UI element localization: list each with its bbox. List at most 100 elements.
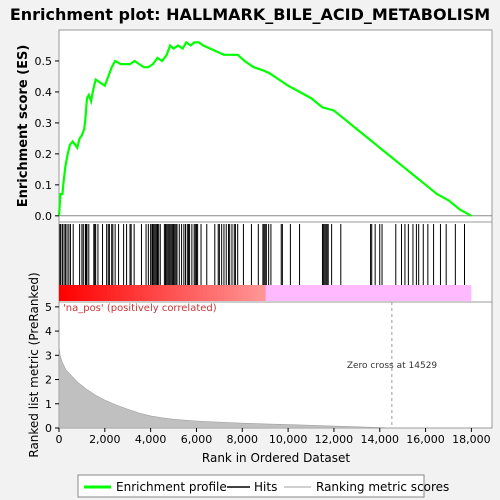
rank-gradient-segment — [141, 285, 146, 301]
x-tick-label: 14,000 — [360, 433, 399, 446]
rank-gradient-segment — [210, 285, 215, 301]
chart-title: Enrichment plot: HALLMARK_BILE_ACID_META… — [10, 5, 490, 24]
rank-gradient-segment — [151, 285, 156, 301]
es-y-tick-label: 0.5 — [35, 55, 53, 68]
rank-gradient-segment — [196, 285, 201, 301]
rank-gradient-segment — [165, 285, 170, 301]
legend-label-enrichment-profile: Enrichment profile — [116, 480, 227, 494]
enrichment-profile-line — [57, 40, 472, 217]
rank-gradient-segment — [199, 285, 204, 301]
rank-gradient-segment — [62, 285, 67, 301]
es-panel — [58, 29, 493, 223]
es-layer — [57, 40, 492, 217]
rank-gradient-segment — [217, 285, 222, 301]
legend-box — [77, 474, 425, 498]
rank-gradient-segment — [220, 285, 225, 301]
rank-gradient-segment — [248, 285, 252, 301]
rank-gradient-segment — [251, 285, 256, 301]
rank-gradient-segment — [227, 285, 232, 301]
rank-gradient-segment — [261, 285, 266, 301]
rank-gradient-segment — [179, 285, 184, 301]
metric-y-axis-label: Ranked list metric (PreRanked) — [27, 272, 41, 457]
x-axis-label: Rank in Ordered Dataset — [202, 451, 350, 465]
metric-y-tick-label: 0 — [45, 422, 52, 435]
rank-gradient-segment — [144, 285, 149, 301]
rank-gradient-segment — [155, 285, 160, 301]
rank-gradient-segment — [172, 285, 177, 301]
rank-gradient-segment — [131, 285, 136, 301]
rank-gradient-segment — [113, 285, 118, 301]
x-tick-label: 2,000 — [89, 433, 121, 446]
x-tick-label: 10,000 — [269, 433, 308, 446]
rank-gradient-segment — [234, 285, 239, 301]
rank-gradient-segment — [186, 285, 191, 301]
rank-gradient-segment — [72, 285, 77, 301]
rank-gradient-segment — [59, 285, 63, 301]
rank-gradient-segment — [237, 285, 242, 301]
rank-gradient-segment — [162, 285, 167, 301]
metric-y-tick-label: 2 — [45, 374, 52, 387]
x-tick-label: 4,000 — [135, 433, 167, 446]
es-y-tick-label: 0.0 — [35, 210, 53, 223]
rank-gradient-segment — [69, 285, 74, 301]
es-y-tick-label: 0.4 — [35, 86, 53, 99]
metric-y-tick-label: 4 — [45, 325, 52, 338]
rank-gradient-segment — [83, 285, 87, 301]
rank-gradient-segment — [158, 285, 163, 301]
rank-gradient-segment — [175, 285, 180, 301]
rank-gradient-segment — [244, 285, 249, 301]
rank-gradient-segment — [258, 285, 263, 301]
x-tick-label: 16,000 — [406, 433, 445, 446]
rank-gradient-segment — [230, 285, 235, 301]
rank-gradient-segment — [107, 285, 112, 301]
rank-gradient-segment — [213, 285, 218, 301]
rank-gradient-segment — [93, 285, 98, 301]
hits-layer — [59, 224, 472, 301]
rank-gradient-segment — [138, 285, 142, 301]
rank-gradient-segment — [168, 285, 173, 301]
rank-gradient-segment — [134, 285, 139, 301]
rank-gradient-segment — [96, 285, 101, 301]
es-y-axis-label: Enrichment score (ES) — [16, 45, 31, 208]
zero-cross-label: Zero cross at 14529 — [347, 361, 438, 371]
rank-gradient-segment — [189, 285, 194, 301]
x-tick-label: 0 — [56, 433, 63, 446]
rank-gradient-segment — [65, 285, 70, 301]
metric-y-tick-label: 5 — [45, 301, 52, 314]
rank-gradient-segment — [223, 285, 228, 301]
x-tick-label: 12,000 — [315, 433, 354, 446]
metric-y-tick-label: 1 — [45, 398, 52, 411]
rank-gradient-segment — [89, 285, 94, 301]
rank-gradient-segment — [100, 285, 105, 301]
rank-gradient-segment — [86, 285, 91, 301]
axes-layer: 0.0 0.1 0.2 0.3 0.4 0.5 0 1 2 3 4 5 0 2,000 4,000 6,000… — [35, 55, 491, 446]
metric-layer — [58, 302, 472, 429]
rank-gradient-segment — [148, 285, 153, 301]
ranking-metric-area — [58, 345, 472, 429]
rank-gradient-segment — [127, 285, 132, 301]
rank-gradient-segment — [103, 285, 108, 301]
x-tick-label: 8,000 — [227, 433, 259, 446]
rank-gradient-segment — [79, 285, 84, 301]
legend-label-hits: Hits — [254, 480, 277, 494]
rank-gradient-segment — [117, 285, 122, 301]
es-y-tick-label: 0.2 — [35, 148, 53, 161]
rank-gradient-segment — [254, 285, 259, 301]
metric-panel — [58, 301, 493, 429]
metric-y-tick-label: 3 — [45, 349, 52, 362]
positive-correlation-label: 'na_pos' (positively correlated) — [63, 303, 217, 314]
rank-gradient-segment — [120, 285, 125, 301]
es-y-tick-label: 0.1 — [35, 179, 53, 192]
rank-gradient-segment — [182, 285, 187, 301]
es-y-tick-label: 0.3 — [35, 117, 53, 130]
rank-gradient-segment — [203, 285, 208, 301]
rank-gradient-segment — [193, 285, 197, 301]
rank-gradient-segment — [76, 285, 81, 301]
legend-label-ranking-metric-scores: Ranking metric scores — [316, 480, 449, 494]
rank-gradient-negative — [265, 285, 472, 301]
rank-gradient-segment — [241, 285, 246, 301]
x-tick-label: 6,000 — [181, 433, 213, 446]
rank-gradient-segment — [206, 285, 211, 301]
rank-gradient-segment — [110, 285, 115, 301]
